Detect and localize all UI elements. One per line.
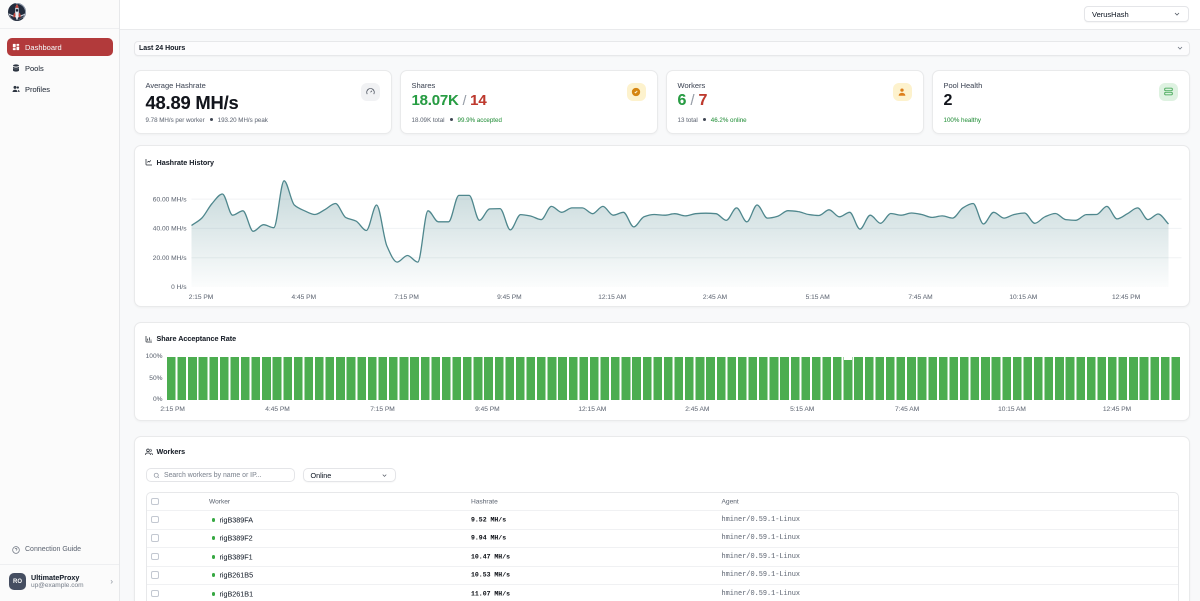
svg-text:10:15 AM: 10:15 AM bbox=[1009, 294, 1037, 301]
svg-text:20.00 MH/s: 20.00 MH/s bbox=[152, 254, 186, 261]
svg-text:40.00 MH/s: 40.00 MH/s bbox=[152, 225, 186, 232]
svg-text:2:15 PM: 2:15 PM bbox=[188, 294, 213, 301]
svg-text:12:15 AM: 12:15 AM bbox=[598, 294, 626, 301]
svg-text:5:15 AM: 5:15 AM bbox=[805, 294, 829, 301]
svg-text:7:15 PM: 7:15 PM bbox=[394, 294, 419, 301]
svg-text:12:45 PM: 12:45 PM bbox=[1111, 294, 1139, 301]
svg-text:2:45 AM: 2:45 AM bbox=[702, 294, 726, 301]
svg-text:7:45 AM: 7:45 AM bbox=[908, 294, 932, 301]
svg-text:0 H/s: 0 H/s bbox=[171, 284, 187, 291]
svg-text:9:45 PM: 9:45 PM bbox=[497, 294, 522, 301]
svg-text:60.00 MH/s: 60.00 MH/s bbox=[152, 196, 186, 203]
svg-text:4:45 PM: 4:45 PM bbox=[291, 294, 316, 301]
